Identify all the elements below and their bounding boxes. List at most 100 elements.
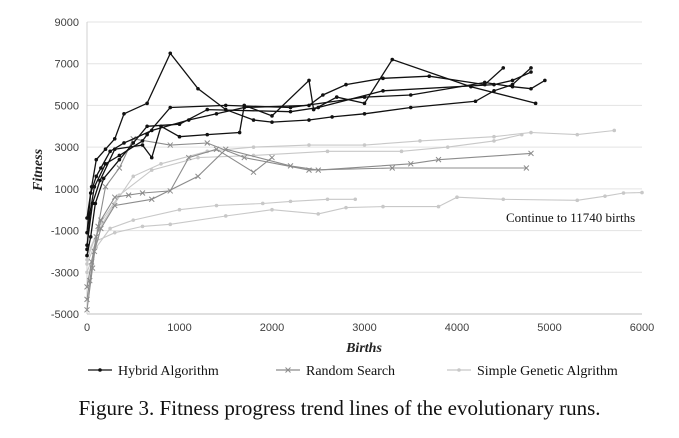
hybrid-algorithm-point [85, 253, 89, 258]
y-tick-label: -1000 [51, 226, 79, 238]
hybrid-algorithm-point [112, 147, 117, 152]
hybrid-algorithm-point [288, 109, 293, 114]
simple-genetic-algrithm-point [85, 257, 89, 262]
x-tick-label: 2000 [260, 322, 284, 334]
simple-genetic-algrithm-point [445, 145, 450, 149]
simple-genetic-algrithm-point [612, 128, 617, 133]
hybrid-algorithm-point [288, 105, 293, 110]
random-search-point [139, 190, 146, 196]
legend-label: Random Search [306, 364, 395, 379]
random-search-point [148, 196, 155, 203]
hybrid-algorithm-point [307, 118, 311, 122]
simple-genetic-algrithm-point [108, 226, 112, 231]
hybrid-algorithm-point [529, 70, 533, 74]
random-search-point [204, 140, 211, 146]
simple-genetic-algrithm-point [149, 168, 154, 172]
simple-genetic-algrithm-point [353, 197, 358, 202]
line-chart: -5000 -3000 -1000 1000 3000 5000 7000 9000 0 1000… [31, 17, 654, 379]
y-tick-label: 1000 [55, 184, 79, 196]
series-random-search [84, 135, 534, 313]
random-search-point [287, 163, 294, 169]
legend-marker [98, 368, 102, 372]
hybrid-algorithm-point [145, 132, 149, 137]
hybrid-algorithm-point [87, 212, 92, 216]
hybrid-algorithm-point [510, 78, 515, 83]
y-tick-label: -5000 [51, 309, 79, 321]
hybrid-algorithm-point [168, 105, 173, 110]
simple-genetic-algrithm-point [131, 174, 136, 179]
hybrid-algorithm-point [529, 86, 533, 91]
hybrid-algorithm-run-line [86, 71, 532, 256]
hybrid-algorithm-point [205, 132, 210, 137]
random-search-point [111, 194, 118, 201]
simple-genetic-algrithm-point [381, 204, 385, 209]
tick-labels: -5000 -3000 -1000 1000 3000 5000 7000 9000 0 1000… [51, 17, 654, 334]
simple-genetic-algrithm-run-line [86, 129, 615, 256]
hybrid-algorithm-point [99, 166, 103, 170]
simple-genetic-algrithm-point [501, 197, 506, 202]
hybrid-algorithm-point [362, 101, 367, 106]
hybrid-algorithm-point [103, 147, 108, 152]
figure-caption: Figure 3. Fitness progress trend lines o… [78, 396, 601, 420]
hybrid-algorithm-point [473, 99, 478, 104]
hybrid-algorithm-point [168, 51, 173, 56]
simple-genetic-algrithm-point [362, 143, 367, 147]
gridlines [87, 21, 642, 315]
simple-genetic-algrithm-point [529, 130, 533, 135]
simple-genetic-algrithm-point [307, 143, 311, 147]
hybrid-algorithm-point [112, 137, 117, 141]
x-tick-label: 3000 [352, 322, 376, 334]
hybrid-algorithm-point [381, 89, 385, 93]
hybrid-algorithm-point [140, 143, 145, 147]
hybrid-algorithm-point [88, 235, 93, 239]
simple-genetic-algrithm-point [316, 212, 321, 216]
hybrid-algorithm-point [408, 105, 413, 110]
simple-genetic-algrithm-point [85, 270, 89, 275]
hybrid-algorithm-point [196, 86, 200, 91]
simple-genetic-algrithm-point [492, 139, 496, 143]
x-tick-label: 6000 [630, 322, 654, 334]
hybrid-algorithm-point [140, 139, 145, 143]
random-search-point [269, 154, 275, 161]
simple-genetic-algrithm-point [621, 191, 626, 195]
hybrid-algorithm-point [237, 130, 242, 135]
legend-item-simple-genetic-algrithm: Simple Genetic Algrithm [447, 364, 618, 379]
chart-annotation: Continue to 11740 births [506, 210, 635, 225]
hybrid-algorithm-point [122, 141, 126, 145]
legend-marker [457, 368, 461, 372]
random-search-point [102, 183, 109, 190]
y-tick-label: 3000 [55, 142, 79, 154]
simple-genetic-algrithm-point [159, 162, 163, 166]
simple-genetic-algrithm-point [325, 149, 330, 154]
legend-label: Simple Genetic Algrithm [477, 364, 618, 379]
hybrid-algorithm-point [427, 74, 432, 79]
hybrid-algorithm-point [177, 134, 182, 139]
random-search-point [523, 165, 530, 171]
simple-genetic-algrithm-point [260, 201, 265, 206]
hybrid-algorithm-point [131, 141, 136, 145]
hybrid-algorithm-point [529, 66, 533, 70]
simple-genetic-algrithm-run-line [86, 192, 643, 265]
simple-genetic-algrithm-point [325, 197, 330, 202]
y-tick-label: 7000 [55, 59, 79, 71]
series-hybrid-algorithm [85, 51, 547, 258]
hybrid-algorithm-point [482, 80, 487, 85]
simple-genetic-algrithm-point [455, 195, 459, 199]
simple-genetic-algrithm-point [575, 198, 580, 203]
simple-genetic-algrithm-point [270, 207, 274, 212]
hybrid-algorithm-point [321, 93, 325, 97]
hybrid-algorithm-point [510, 84, 515, 89]
simple-genetic-algrithm-point [575, 132, 580, 137]
simple-genetic-algrithm-point [196, 155, 200, 160]
simple-genetic-algrithm-point [177, 207, 182, 212]
hybrid-algorithm-point [117, 153, 122, 158]
simple-genetic-algrithm-point [112, 230, 117, 235]
random-search-point [84, 306, 90, 313]
legend-item-random-search: Random Search [276, 364, 395, 379]
random-search-point [89, 265, 96, 271]
simple-genetic-algrithm-point [131, 218, 136, 222]
hybrid-algorithm-point [205, 107, 210, 112]
hybrid-algorithm-point [344, 82, 348, 87]
hybrid-algorithm-point [334, 95, 339, 99]
